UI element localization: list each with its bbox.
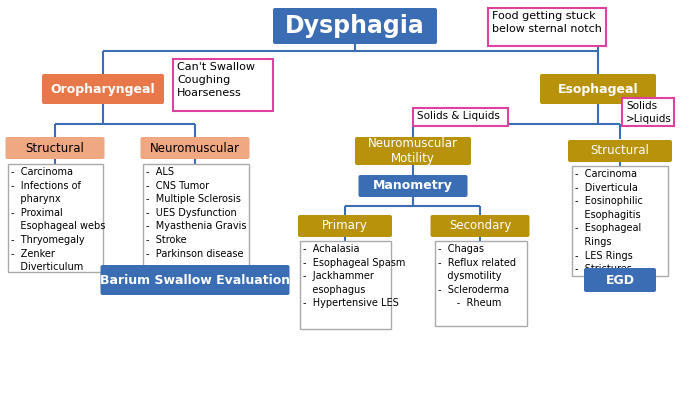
FancyBboxPatch shape (298, 215, 392, 237)
Bar (143, 164, 249, 266)
Bar (413, 108, 508, 126)
Text: Neuromuscular: Neuromuscular (150, 141, 240, 154)
Text: -  Chagas
-  Reflux related
   dysmotility
-  Scleroderma
      -  Rheum: - Chagas - Reflux related dysmotility - … (438, 244, 516, 308)
Text: Manometry: Manometry (373, 179, 453, 192)
Bar (300, 241, 391, 329)
Text: Oropharyngeal: Oropharyngeal (51, 82, 155, 95)
Text: Solids & Liquids: Solids & Liquids (417, 111, 500, 121)
Text: Primary: Primary (322, 219, 368, 232)
Text: -  Achalasia
-  Esophageal Spasm
-  Jackhammer
   esophagus
-  Hypertensive LES: - Achalasia - Esophageal Spasm - Jackham… (303, 244, 405, 308)
Text: -  Carcinoma
-  Diverticula
-  Eosinophilic
   Esophagitis
-  Esophageal
   Ring: - Carcinoma - Diverticula - Eosinophilic… (575, 169, 643, 274)
FancyBboxPatch shape (273, 8, 437, 44)
Bar (572, 166, 668, 276)
FancyBboxPatch shape (5, 137, 105, 159)
FancyBboxPatch shape (355, 137, 471, 165)
FancyBboxPatch shape (540, 74, 656, 104)
Bar (173, 59, 273, 111)
Text: -  Carcinoma
-  Infections of
   pharynx
-  Proximal
   Esophageal webs
-  Thryo: - Carcinoma - Infections of pharynx - Pr… (11, 167, 105, 272)
Text: Solids
>Liquids: Solids >Liquids (626, 101, 672, 124)
FancyBboxPatch shape (584, 268, 656, 292)
Text: Structural: Structural (590, 145, 649, 158)
Text: -  ALS
-  CNS Tumor
-  Multiple Sclerosis
-  UES Dysfunction
-  Myasthenia Gravi: - ALS - CNS Tumor - Multiple Sclerosis -… (146, 167, 246, 259)
FancyBboxPatch shape (358, 175, 468, 197)
FancyBboxPatch shape (42, 74, 164, 104)
Bar (435, 241, 527, 326)
Text: Esophageal: Esophageal (558, 82, 639, 95)
Text: Can't Swallow
Coughing
Hoarseness: Can't Swallow Coughing Hoarseness (177, 62, 255, 98)
Bar (488, 8, 606, 46)
Bar (8, 164, 103, 272)
FancyBboxPatch shape (101, 265, 290, 295)
Text: Dysphagia: Dysphagia (285, 14, 425, 38)
FancyBboxPatch shape (141, 137, 250, 159)
Text: Neuromuscular
Motility: Neuromuscular Motility (368, 137, 458, 165)
Text: Secondary: Secondary (449, 219, 511, 232)
Text: Barium Swallow Evaluation: Barium Swallow Evaluation (100, 274, 290, 286)
Bar (622, 98, 674, 126)
Text: Structural: Structural (26, 141, 84, 154)
Text: EGD: EGD (605, 274, 634, 286)
Text: Food getting stuck
below sternal notch: Food getting stuck below sternal notch (492, 11, 602, 34)
FancyBboxPatch shape (430, 215, 530, 237)
FancyBboxPatch shape (568, 140, 672, 162)
